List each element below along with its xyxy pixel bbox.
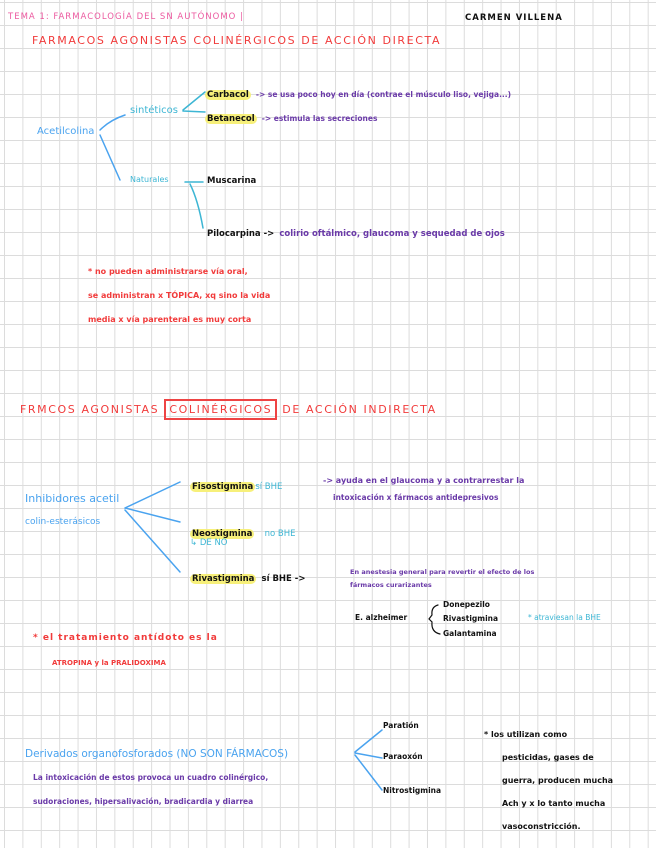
rivastigmina-row: Rivastigmina sí BHE -> bbox=[190, 568, 305, 584]
author-name: CARMEN VILLENA bbox=[465, 13, 563, 23]
carbacol-row: Carbacol -> se usa poco hoy en día (cont… bbox=[205, 84, 511, 100]
bhe-tag: no BHE bbox=[264, 529, 296, 539]
title-part: FRMCOS AGONISTAS bbox=[20, 403, 160, 416]
alzheimer-drug: Rivastigmina bbox=[443, 614, 499, 623]
side-note: * los utilizan como bbox=[484, 730, 568, 739]
bhe-tag: sí BHE -> bbox=[261, 574, 306, 584]
carbacol-note: -> se usa poco hoy en día (contrae el mú… bbox=[255, 90, 512, 99]
rivastigmina: Rivastigmina bbox=[190, 574, 257, 584]
bhe-tag: sí BHE bbox=[255, 482, 283, 492]
alzheimer-drug: Galantamina bbox=[443, 629, 497, 638]
boxed-word: COLINÉRGICOS bbox=[164, 399, 278, 420]
organofosforado-item: Paraoxón bbox=[383, 752, 423, 761]
note-line: se administran x TÓPICA, xq sino la vida bbox=[88, 291, 271, 300]
side-note: guerra, producen mucha bbox=[502, 776, 614, 785]
inhibidores-label: Inhibidores acetil bbox=[25, 492, 120, 505]
section3-desc-2: sudoraciones, hipersalivación, bradicard… bbox=[33, 797, 254, 806]
fisostigmina-note: -> ayuda en el glaucoma y a contrarresta… bbox=[323, 476, 525, 485]
note-line: media x vía parenteral es muy corta bbox=[88, 315, 252, 324]
fisostigmina-note-2: intoxicación x fármacos antidepresivos bbox=[333, 493, 499, 502]
betanecol-row: Betanecol -> estimula las secreciones bbox=[205, 108, 377, 124]
naturales-label: Naturales bbox=[130, 175, 169, 184]
title-part: DE ACCIÓN INDIRECTA bbox=[282, 403, 437, 416]
side-note: vasoconstricción. bbox=[502, 822, 581, 831]
carbacol: Carbacol bbox=[205, 90, 251, 100]
alzheimer-drug: Donepezilo bbox=[443, 600, 490, 609]
neostigmina-row: Neostigmina no BHE bbox=[190, 523, 295, 539]
pilocarpina: Pilocarpina -> bbox=[207, 229, 275, 239]
neostigmina: Neostigmina bbox=[190, 529, 255, 539]
topic-title: TEMA 1: FARMACOLOGÍA DEL SN AUTÓNOMO | bbox=[8, 12, 244, 22]
antidote-note: * el tratamiento antídoto es la bbox=[33, 633, 218, 643]
fisostigmina: Fisostigmina bbox=[190, 482, 256, 492]
inhibidores-label-2: colin-esterásicos bbox=[25, 517, 101, 527]
section3-desc: La intoxicación de estos provoca un cuad… bbox=[33, 773, 269, 782]
neostigmina-sub: ↳ DE NO bbox=[190, 538, 228, 548]
fisostigmina-row: Fisostigmina sí BHE bbox=[190, 476, 282, 492]
section2-title: FRMCOS AGONISTAS COLINÉRGICOS DE ACCIÓN … bbox=[20, 399, 437, 420]
betanecol: Betanecol bbox=[205, 114, 257, 124]
acetilcolina-label: Acetilcolina bbox=[37, 126, 95, 137]
note-line: * no pueden administrarse vía oral, bbox=[88, 267, 248, 276]
betanecol-note: -> estimula las secreciones bbox=[261, 114, 378, 123]
antidote-note-2: ATROPINA y la PRALIDOXIMA bbox=[52, 659, 166, 667]
section1-title: FARMACOS AGONISTAS COLINÉRGICOS DE ACCIÓ… bbox=[32, 34, 442, 47]
rivastigmina-note: En anestesia general para revertir el ef… bbox=[350, 568, 535, 576]
sinteticos-label: sintéticos bbox=[130, 105, 178, 116]
muscarina: Muscarina bbox=[207, 176, 257, 186]
side-note: Ach y x lo tanto mucha bbox=[502, 799, 606, 808]
side-note: pesticidas, gases de bbox=[502, 753, 594, 762]
rivastigmina-note-2: fármacos curarizantes bbox=[350, 581, 432, 589]
alzheimer-note: * atraviesan la BHE bbox=[528, 613, 601, 622]
pilocarpina-note: colirio oftálmico, glaucoma y sequedad d… bbox=[279, 229, 505, 239]
alzheimer-label: E. alzheimer bbox=[355, 613, 408, 622]
organofosforado-item: Paratión bbox=[383, 721, 419, 730]
section3-title: Derivados organofosforados (NO SON FÁRMA… bbox=[25, 748, 289, 760]
organofosforado-item: Nitrostigmina bbox=[383, 786, 442, 795]
pilocarpina-row: Pilocarpina -> colirio oftálmico, glauco… bbox=[207, 223, 505, 239]
